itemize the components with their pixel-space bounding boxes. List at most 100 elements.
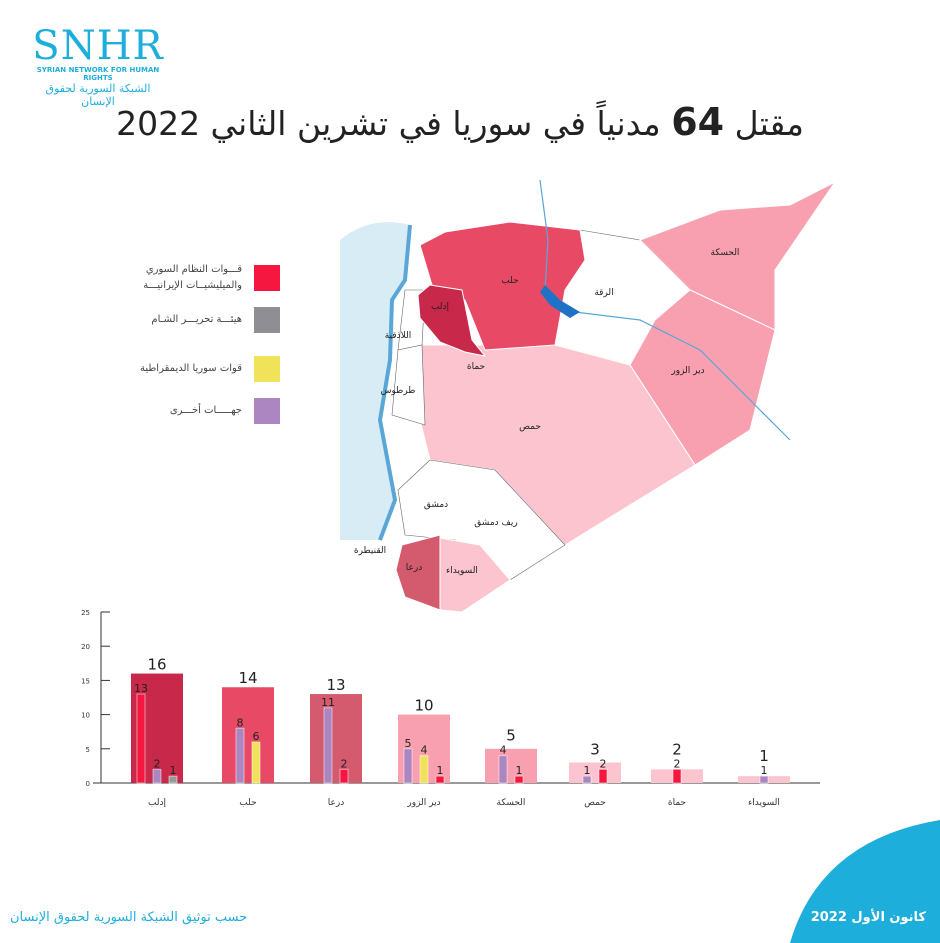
- total-label: 1: [759, 747, 769, 765]
- series-label: 4: [500, 744, 507, 757]
- series-label: 1: [584, 764, 591, 777]
- region-idlib: [417, 284, 487, 357]
- series-bar: [435, 775, 445, 784]
- y-tick-label: 25: [81, 609, 90, 617]
- series-bar: [136, 693, 146, 784]
- lake-assad: [540, 285, 580, 318]
- x-tick-label: إدلب: [148, 798, 166, 808]
- x-tick-label: السويداء: [748, 798, 780, 808]
- title-prefix: مقتل: [734, 104, 804, 143]
- legend-item-regime: قـــوات النظام السوري والميليشيــات الإي…: [100, 262, 280, 294]
- map-label-damascus: دمشق: [423, 500, 449, 510]
- series-bar: [498, 755, 508, 784]
- series-label: 2: [341, 757, 348, 770]
- series-bar: [168, 775, 178, 784]
- map-label-hasakah: الحسكة: [710, 248, 740, 258]
- total-label: 13: [326, 676, 345, 694]
- map-label-quneitra: القنيطرة: [353, 546, 387, 556]
- map-label-aleppo: حلب: [501, 276, 519, 286]
- map-label-latakia: اللاذقية: [384, 331, 412, 341]
- series-bar: [152, 768, 162, 784]
- map-label-idlib: إدلب: [430, 302, 450, 312]
- legend-item-hts: هيئـــة تحريـــر الشـام: [100, 307, 280, 333]
- total-bar: [485, 748, 537, 783]
- report-date: كانون الأول 2022: [810, 910, 926, 925]
- series-bar: [514, 775, 524, 784]
- series-label: 2: [600, 757, 607, 770]
- total-label: 10: [414, 697, 433, 715]
- y-tick-label: 0: [86, 780, 90, 788]
- map-label-daraa: درعا: [405, 563, 423, 573]
- legend-label: جهـــــات أخـــرى: [169, 405, 242, 416]
- y-tick-label: 10: [81, 712, 90, 720]
- euphrates-river: [539, 179, 791, 441]
- series-label: 2: [674, 757, 681, 770]
- logo-english: SYRIAN NETWORK FOR HUMAN RIGHTS: [36, 66, 160, 82]
- map-label-raqqa: الرقة: [594, 288, 614, 298]
- total-label: 16: [147, 656, 166, 674]
- legend-swatch: [254, 398, 280, 424]
- series-bar: [339, 768, 349, 784]
- series-bar: [251, 741, 261, 784]
- series-label: 2: [154, 757, 161, 770]
- series-label: 5: [405, 737, 412, 750]
- region-sweida: [439, 537, 511, 613]
- series-label: 11: [321, 696, 335, 709]
- series-bar: [759, 775, 769, 784]
- syria-map: [340, 179, 836, 613]
- legend-item-other: جهـــــات أخـــرى: [100, 398, 280, 424]
- corner-shape: [790, 820, 940, 943]
- legend-swatch: [254, 265, 280, 291]
- title-rest: مدنياً في سوريا في تشرين الثاني 2022: [116, 104, 661, 143]
- legend-swatch: [254, 307, 280, 333]
- region-tartus: [391, 344, 426, 426]
- x-tick-label: دير الزور: [406, 798, 440, 808]
- x-tick-label: حماة: [668, 798, 686, 808]
- series-bar: [672, 768, 682, 784]
- y-tick-label: 5: [86, 746, 90, 754]
- x-tick-label: حلب: [239, 798, 256, 808]
- series-label: 4: [421, 744, 428, 757]
- legend-label: هيئـــة تحريـــر الشـام: [151, 314, 242, 325]
- coast-line: [377, 224, 412, 541]
- map-label-rif-dimashq: ريف دمشق: [474, 518, 518, 528]
- y-tick-label: 15: [81, 677, 90, 685]
- total-bar: [569, 762, 621, 783]
- map-label-hama: حماة: [466, 362, 486, 372]
- map-label-deir: دير الزور: [671, 366, 705, 376]
- series-label: 8: [237, 716, 244, 729]
- series-label: 6: [253, 730, 260, 743]
- series-label: 1: [437, 764, 444, 777]
- map-label-sweida: السويداء: [446, 566, 478, 576]
- total-label: 3: [590, 740, 600, 758]
- total-bar: [310, 694, 362, 783]
- legend-label: قـــوات النظام السوري والميليشيــات الإي…: [143, 264, 242, 291]
- sea: [340, 222, 410, 540]
- bar-chart: 0510152025132116إدلب8614حلب11213درعا5411…: [81, 609, 820, 808]
- series-label: 1: [761, 764, 768, 777]
- series-bar: [582, 775, 592, 784]
- series-bar: [403, 748, 413, 784]
- series-label: 1: [516, 764, 523, 777]
- total-label: 2: [672, 740, 682, 758]
- legend-swatch: [254, 356, 280, 382]
- series-label: 13: [134, 682, 148, 695]
- region-daraa: [395, 534, 441, 611]
- map-label-tartus: طرطوس: [380, 386, 416, 396]
- snhr-logo: SNHR SYRIAN NETWORK FOR HUMAN RIGHTS الش…: [28, 26, 168, 108]
- x-tick-label: حمص: [584, 798, 606, 808]
- series-bar: [419, 755, 429, 784]
- legend-label: قوات سوريا الديمقراطية: [139, 363, 242, 374]
- map-label-homs: حمص: [519, 422, 541, 432]
- total-label: 14: [238, 669, 257, 687]
- legend-item-sdf: قوات سوريا الديمقراطية: [100, 356, 280, 382]
- series-bar: [235, 727, 245, 784]
- y-tick-label: 20: [81, 643, 90, 651]
- logo-arabic: الشبكة السورية لحقوق الإنسان: [45, 82, 151, 108]
- logo-brand: SNHR: [32, 23, 164, 69]
- series-bar: [323, 707, 333, 784]
- page-title: مقتل 64 مدنياً في سوريا في تشرين الثاني …: [40, 100, 880, 144]
- series-bar: [598, 768, 608, 784]
- total-label: 5: [506, 727, 516, 745]
- x-tick-label: درعا: [328, 798, 344, 808]
